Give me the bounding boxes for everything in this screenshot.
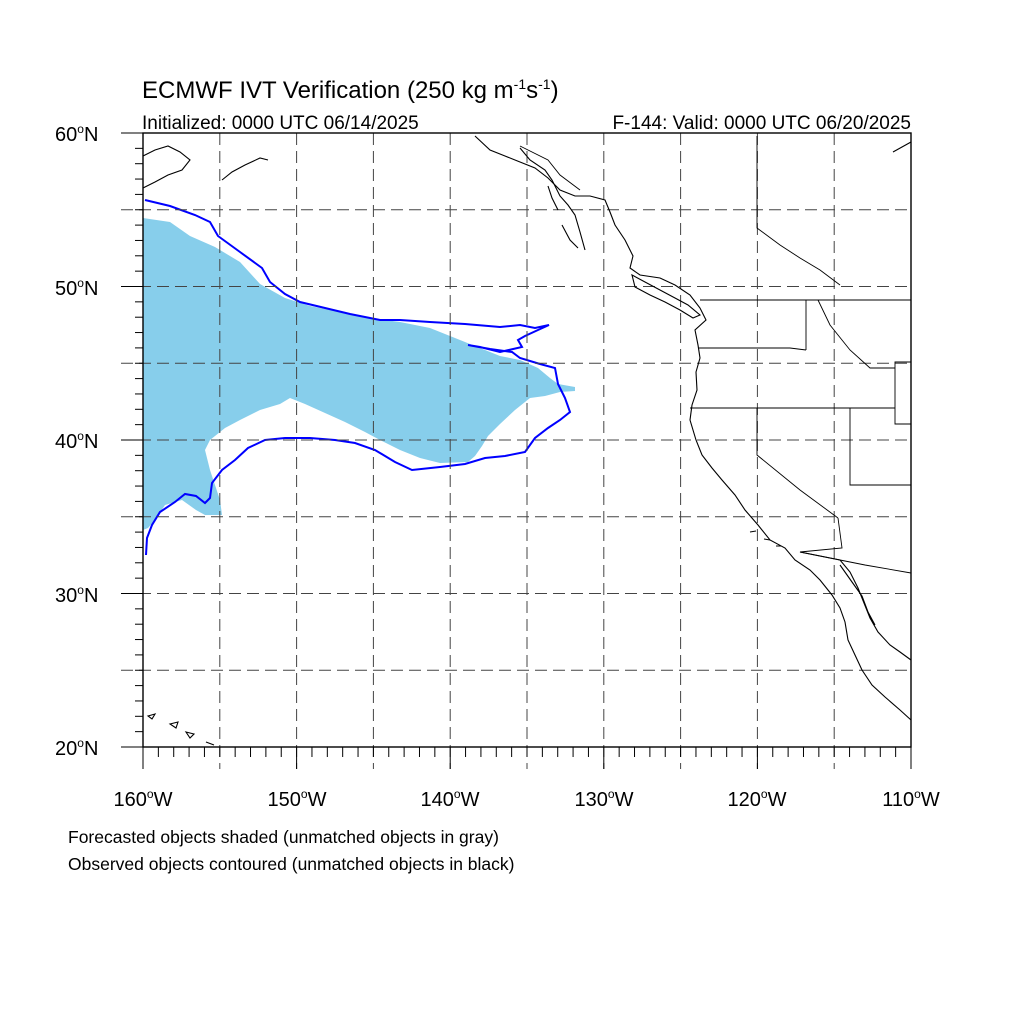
political-borders xyxy=(519,136,912,574)
alaska-panhandle-coastline xyxy=(519,147,586,251)
longitude-labels: 160oW 150oW 140oW 130oW 120oW 110oW xyxy=(114,787,940,811)
lat-label-50: 50oN xyxy=(55,276,98,300)
init-time-label: Initialized: 0000 UTC 06/14/2025 xyxy=(142,113,419,134)
lat-label-20: 20oN xyxy=(55,736,98,760)
forecast-shading-note: Forecasted objects shaded (unmatched obj… xyxy=(68,827,499,847)
coastlines xyxy=(142,135,912,746)
lon-gridlines xyxy=(219,133,835,769)
vancouver-island-coastline xyxy=(631,273,702,319)
lon-label-140: 140oW xyxy=(421,787,480,811)
observed-contour-note: Observed objects contoured (unmatched ob… xyxy=(68,854,515,874)
lon-label-160: 160oW xyxy=(114,787,173,811)
baja-peninsula-coastline xyxy=(839,559,912,661)
bc-boundary-line xyxy=(756,136,841,286)
valid-time-label: F-144: Valid: 0000 UTC 06/20/2025 xyxy=(612,113,911,134)
lat-label-40: 40oN xyxy=(55,429,98,453)
lon-label-130: 130oW xyxy=(575,787,634,811)
alaska-gulf-coastline xyxy=(142,145,269,189)
upper-coast-fragment xyxy=(892,141,912,153)
wyoming-border xyxy=(894,361,912,425)
lat-label-60: 60oN xyxy=(55,122,98,146)
utah-border xyxy=(849,408,911,486)
hawaii-islands xyxy=(146,713,215,746)
channel-islands xyxy=(749,530,781,547)
nevada-border xyxy=(756,408,839,519)
forecast-object-shaded xyxy=(143,218,575,530)
minor-ticks xyxy=(121,132,912,769)
north-america-coastline xyxy=(474,135,912,721)
map-title: ECMWF IVT Verification (250 kg m-1s-1) xyxy=(142,76,559,104)
lat-gridlines xyxy=(121,209,911,671)
alaska-boundary xyxy=(519,145,581,191)
lon-label-120: 120oW xyxy=(728,787,787,811)
id-mt-border xyxy=(817,299,895,369)
lat-label-30: 30oN xyxy=(55,583,98,607)
latitude-labels: 60oN 50oN 40oN 30oN 20oN xyxy=(55,122,98,760)
us-mexico-border xyxy=(799,551,912,574)
lon-label-150: 150oW xyxy=(268,787,327,811)
observed-object-contour xyxy=(144,199,572,556)
wa-or-border xyxy=(698,347,807,351)
lon-label-110: 110oW xyxy=(882,787,940,811)
